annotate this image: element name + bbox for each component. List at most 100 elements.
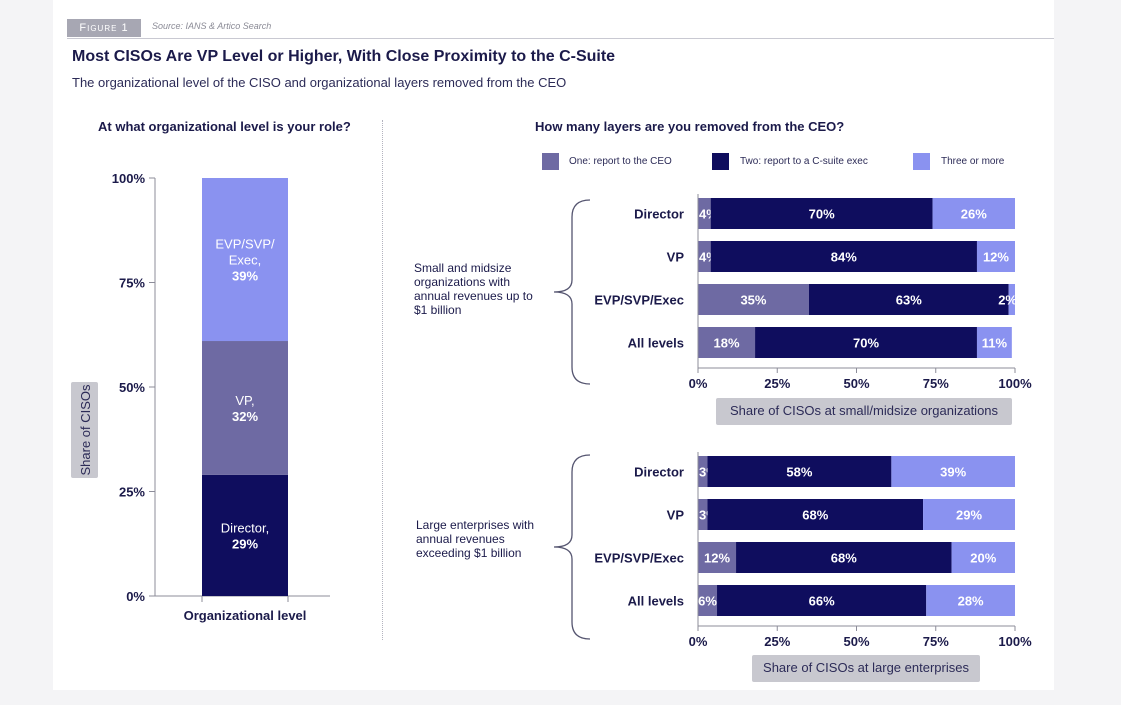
bar-segment <box>923 499 1015 530</box>
segment-label: VP, <box>235 393 254 408</box>
segment-label: 58% <box>786 465 812 480</box>
y-tick-label: 100% <box>112 171 146 186</box>
y-tick-label: 25% <box>119 485 145 500</box>
x-tick-label: 50% <box>843 634 869 649</box>
x-tick-label: 75% <box>923 376 949 391</box>
bar-segment-director <box>202 474 288 596</box>
segment-label: 68% <box>802 508 828 523</box>
bracket-small <box>553 199 591 385</box>
x-tick-label: 25% <box>764 634 790 649</box>
x-axis-title: Organizational level <box>184 608 307 623</box>
legend-swatch-three <box>913 153 930 170</box>
right-chart-title: How many layers are you removed from the… <box>535 119 845 134</box>
x-tick-label: 25% <box>764 376 790 391</box>
category-label: VP <box>667 508 685 523</box>
x-axis-title-small: Share of CISOs at small/midsize organiza… <box>716 398 1012 425</box>
bar-segment <box>717 585 927 616</box>
segment-label: 12% <box>704 551 730 566</box>
segment-label: 84% <box>831 250 857 265</box>
bar-segment <box>698 241 711 272</box>
segment-label: Exec, <box>229 253 262 268</box>
panel-divider <box>382 120 383 640</box>
segment-label: 35% <box>740 293 766 308</box>
segment-label: 39% <box>940 465 966 480</box>
bar-segment <box>698 585 718 616</box>
bar-segment <box>1008 284 1015 315</box>
bar-segment <box>932 198 1015 229</box>
segment-label: 2% <box>998 293 1017 308</box>
legend-swatch-two <box>712 153 729 170</box>
bar-segment <box>926 585 1015 616</box>
segment-label: 66% <box>809 594 835 609</box>
y-tick-label: 0% <box>126 589 145 604</box>
figure-subtitle: The organizational level of the CISO and… <box>72 75 567 90</box>
bar-segment <box>736 542 952 573</box>
figure-title: Most CISOs Are VP Level or Higher, With … <box>72 48 616 65</box>
y-tick-label: 50% <box>119 380 145 395</box>
segment-label: 11% <box>982 336 1008 351</box>
figure-label: Figure 1 <box>67 19 141 37</box>
bar-segment-vp <box>202 341 288 475</box>
segment-label: EVP/SVP/ <box>215 237 275 252</box>
small-org-bar-chart: Director 4% 70% 26%VP 4% 84% 12%EVP/SVP/Exec 35… <box>594 194 1032 391</box>
bar-segment <box>976 241 1015 272</box>
segment-label: 26% <box>961 207 987 222</box>
x-tick-label: 50% <box>843 376 869 391</box>
y-axis-title-box <box>71 382 98 478</box>
segment-label: 29% <box>956 508 982 523</box>
segment-label: 29% <box>232 536 258 551</box>
bar-segment <box>698 327 756 358</box>
group-label-small: Small and midsize organizations with ann… <box>414 261 533 317</box>
x-tick-label: 0% <box>689 634 708 649</box>
segment-label: 39% <box>232 269 258 284</box>
y-axis-title: Share of CISOs <box>71 382 98 478</box>
bar-segment <box>755 327 977 358</box>
bar-segment <box>698 284 809 315</box>
category-label: Director <box>634 465 684 480</box>
category-label: EVP/SVP/Exec <box>594 293 684 308</box>
category-label: Director <box>634 207 684 222</box>
left-chart-title: At what organizational level is your rol… <box>98 119 351 134</box>
category-label: All levels <box>628 336 684 351</box>
bar-segment <box>951 542 1015 573</box>
segment-label: 63% <box>896 293 922 308</box>
segment-label: Director, <box>221 520 269 535</box>
bar-segment <box>707 499 924 530</box>
legend-label-two: Two: report to a C-suite exec <box>740 156 868 167</box>
top-rule <box>67 38 1054 39</box>
x-tick-label: 100% <box>998 376 1032 391</box>
y-tick-label: 75% <box>119 276 145 291</box>
segment-label: 18% <box>714 336 740 351</box>
segment-label: 70% <box>853 336 879 351</box>
segment-label: 68% <box>831 551 857 566</box>
bar-segment <box>707 456 892 487</box>
segment-label: 12% <box>983 250 1009 265</box>
group-label-large: Large enterprises with annual revenues e… <box>416 518 535 560</box>
category-label: EVP/SVP/Exec <box>594 551 684 566</box>
x-tick-label: 75% <box>923 634 949 649</box>
segment-label: 28% <box>958 594 984 609</box>
bracket-large <box>553 454 591 640</box>
large-org-bar-chart: Director3%58%39%VP3%68%29%EVP/SVP/Exec12… <box>594 452 1032 649</box>
category-label: All levels <box>628 594 684 609</box>
source-note: Source: IANS & Artico Search <box>152 21 272 31</box>
bar-segment <box>891 456 1015 487</box>
bar-segment <box>698 499 708 530</box>
bar-segment <box>808 284 1009 315</box>
bar-segment <box>710 198 933 229</box>
y-axis-title-text: Share of CISOs <box>78 384 93 476</box>
legend-label-one: One: report to the CEO <box>569 156 672 167</box>
segment-label: 6% <box>698 594 717 609</box>
bar-segment <box>976 327 1012 358</box>
segment-label: 20% <box>970 551 996 566</box>
left-stacked-column-chart: 0% 25% 50% 75% 100% Director,29% VP,32% EVP/SVP… <box>71 171 330 623</box>
bar-segment <box>698 542 737 573</box>
x-tick-label: 100% <box>998 634 1032 649</box>
bar-segment <box>698 456 708 487</box>
bar-segment-evp-svp-exec <box>202 178 288 342</box>
bar-segment <box>698 198 711 229</box>
legend-label-three: Three or more <box>941 156 1005 167</box>
legend-swatch-one <box>542 153 559 170</box>
x-axis-title-large: Share of CISOs at large enterprises <box>752 655 980 682</box>
bar-segment <box>710 241 977 272</box>
